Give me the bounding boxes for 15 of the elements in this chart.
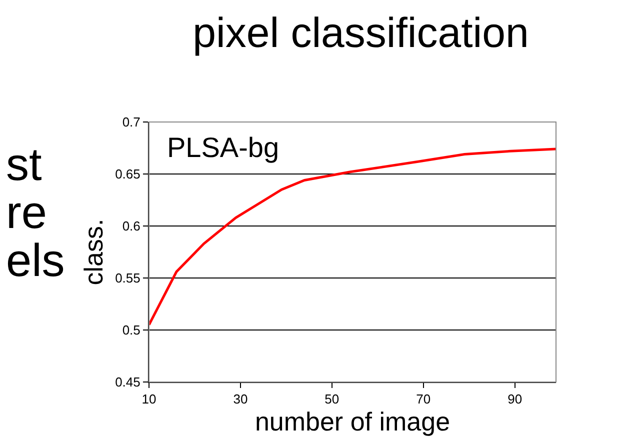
x-tick-label: 50 (324, 392, 340, 407)
x-tick-label: 30 (233, 392, 248, 407)
annotation: PLSA-bg (167, 132, 280, 163)
y-axis-title: class. (78, 218, 108, 286)
y-tick-label: 0.65 (115, 166, 140, 182)
x-tick-label: 10 (142, 392, 156, 407)
y-tick-label: 0.55 (115, 270, 140, 286)
y-tick-label: 0.7 (122, 114, 140, 130)
y-tick-label: 0.45 (115, 374, 140, 390)
x-tick-label: 90 (508, 392, 522, 407)
y-tick-label: 0.6 (122, 218, 140, 234)
chart-title: pixel classification (192, 9, 529, 56)
x-tick-label: 70 (416, 392, 431, 407)
y-tick-label: 0.5 (122, 322, 140, 338)
x-axis-title: number of image (254, 406, 450, 437)
